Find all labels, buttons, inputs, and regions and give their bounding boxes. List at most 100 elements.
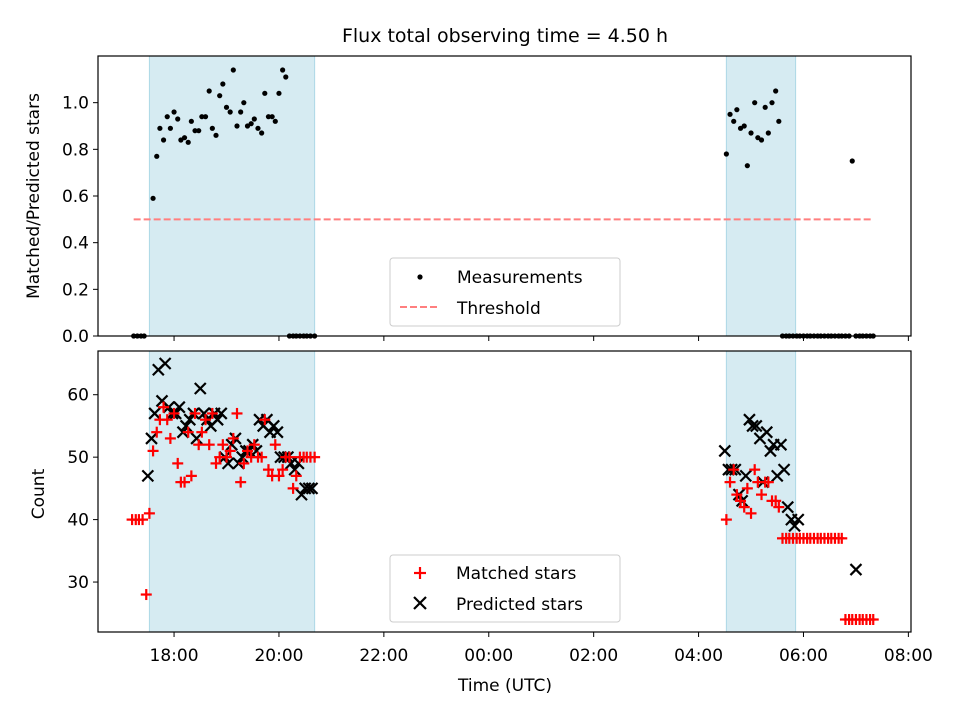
measurement-point [748, 130, 754, 136]
top-legend: Measurements Threshold [389, 257, 621, 327]
legend-measurements-marker [417, 274, 423, 280]
predicted-star-point [225, 438, 239, 451]
matched-star-point [235, 476, 247, 488]
matched-star-point [256, 451, 268, 463]
measurement-point [769, 100, 775, 106]
predicted-star-point [288, 463, 301, 476]
top-panel: 0.0 0.2 0.4 0.6 0.8 1.0 Matched/Predicted sta… [24, 55, 912, 347]
matched-star-point [290, 470, 302, 482]
matched-star-point [745, 507, 757, 519]
predicted-star-point [791, 513, 805, 526]
measurement-point [181, 135, 188, 141]
measurement-point [762, 104, 768, 110]
matched-star-point [161, 414, 173, 426]
top-y-tick-label: 0.2 [62, 280, 89, 300]
predicted-star-point [267, 419, 280, 433]
matched-star-point [735, 495, 747, 507]
predicted-star-point [760, 425, 774, 439]
bottom-panel: 30 40 50 60 18:00 20:00 22:00 00:00 02:00 04:00 0… [29, 350, 933, 696]
x-axis-label: Time (UTC) [457, 676, 552, 696]
matched-star-point [140, 589, 152, 601]
measurement-point [185, 139, 191, 145]
matched-star-point [151, 426, 163, 438]
legend-threshold-label: Threshold [456, 299, 541, 319]
measurement-point [230, 67, 236, 73]
matched-star-point [200, 414, 212, 426]
measurement-point [734, 107, 740, 113]
measurement-point [741, 123, 747, 129]
bottom-shaded-span-0 [148, 350, 316, 633]
matched-star-point [179, 476, 191, 488]
matched-star-point [277, 464, 289, 476]
measurement-point [723, 151, 729, 157]
measurement-point [164, 114, 170, 120]
bottom-y-ticks: 30 40 50 60 [67, 386, 98, 593]
measurement-point [196, 128, 202, 134]
measurement-point [171, 109, 177, 115]
predicted-star-point [788, 519, 801, 533]
matched-star-point [241, 445, 253, 457]
predicted-star-point [197, 407, 211, 420]
legend-measurements-label: Measurements [457, 268, 583, 288]
x-tick-label: 06:00 [779, 646, 828, 666]
measurement-point [276, 90, 282, 96]
matched-star-point [262, 464, 274, 476]
matched-star-point [143, 507, 155, 519]
predicted-star-point [777, 463, 791, 476]
measurement-point [175, 116, 181, 122]
matched-star-point [231, 407, 243, 419]
bottom-x-ticks: 18:00 20:00 22:00 00:00 02:00 04:00 06:00 08:00 [150, 632, 933, 666]
matched-star-point [731, 489, 743, 501]
measurement-point [206, 88, 212, 94]
chart-title: Flux total observing time = 4.50 h [342, 25, 668, 47]
matched-star-point [724, 476, 736, 488]
bottom-y-tick-label: 30 [67, 573, 89, 593]
matched-star-point [206, 407, 218, 419]
predicted-star-point [221, 457, 235, 470]
matched-star-point [728, 464, 740, 476]
measurement-point [752, 100, 758, 106]
measurement-point [262, 90, 268, 96]
x-tick-label: 22:00 [359, 646, 408, 666]
measurement-point [167, 125, 173, 131]
bottom-y-axis-label: Count [29, 468, 49, 519]
matched-star-point [172, 457, 184, 469]
top-shaded-span-0 [148, 55, 316, 337]
legend-matched-marker [414, 567, 426, 579]
top-y-tick-label: 0.4 [62, 234, 89, 254]
predicted-star-point [183, 413, 197, 426]
top-x-ticks [173, 336, 909, 341]
predicted-star-point [749, 419, 763, 433]
matched-star-point [287, 482, 299, 494]
predicted-star-point [764, 444, 777, 458]
legend-predicted-label: Predicted stars [456, 595, 583, 615]
measurement-point [280, 67, 286, 73]
measurement-point [223, 104, 230, 110]
measurement-point [269, 114, 275, 120]
matched-star-point [196, 426, 208, 438]
top-y-tick-label: 1.0 [62, 94, 89, 114]
matched-star-point [203, 439, 215, 451]
matched-star-point [164, 432, 176, 444]
measurement-point [776, 118, 782, 124]
x-tick-label: 00:00 [464, 646, 513, 666]
matched-star-point [773, 501, 785, 513]
matched-star-point [147, 445, 159, 457]
x-tick-label: 20:00 [254, 646, 303, 666]
measurement-point [234, 123, 240, 129]
bottom-legend-box [389, 554, 621, 623]
predicted-star-point [179, 419, 193, 433]
matched-star-point [741, 482, 753, 494]
matched-star-point [762, 476, 774, 488]
measurement-point [160, 137, 167, 143]
measurement-point [227, 109, 233, 115]
measurement-point [220, 81, 226, 87]
measurement-point [248, 121, 254, 127]
predicted-star-point [271, 425, 284, 439]
measurement-point [773, 88, 779, 94]
measurement-point [217, 93, 223, 99]
measurement-point [849, 158, 855, 164]
measurement-point [731, 118, 737, 124]
predicted-star-point [746, 419, 759, 433]
